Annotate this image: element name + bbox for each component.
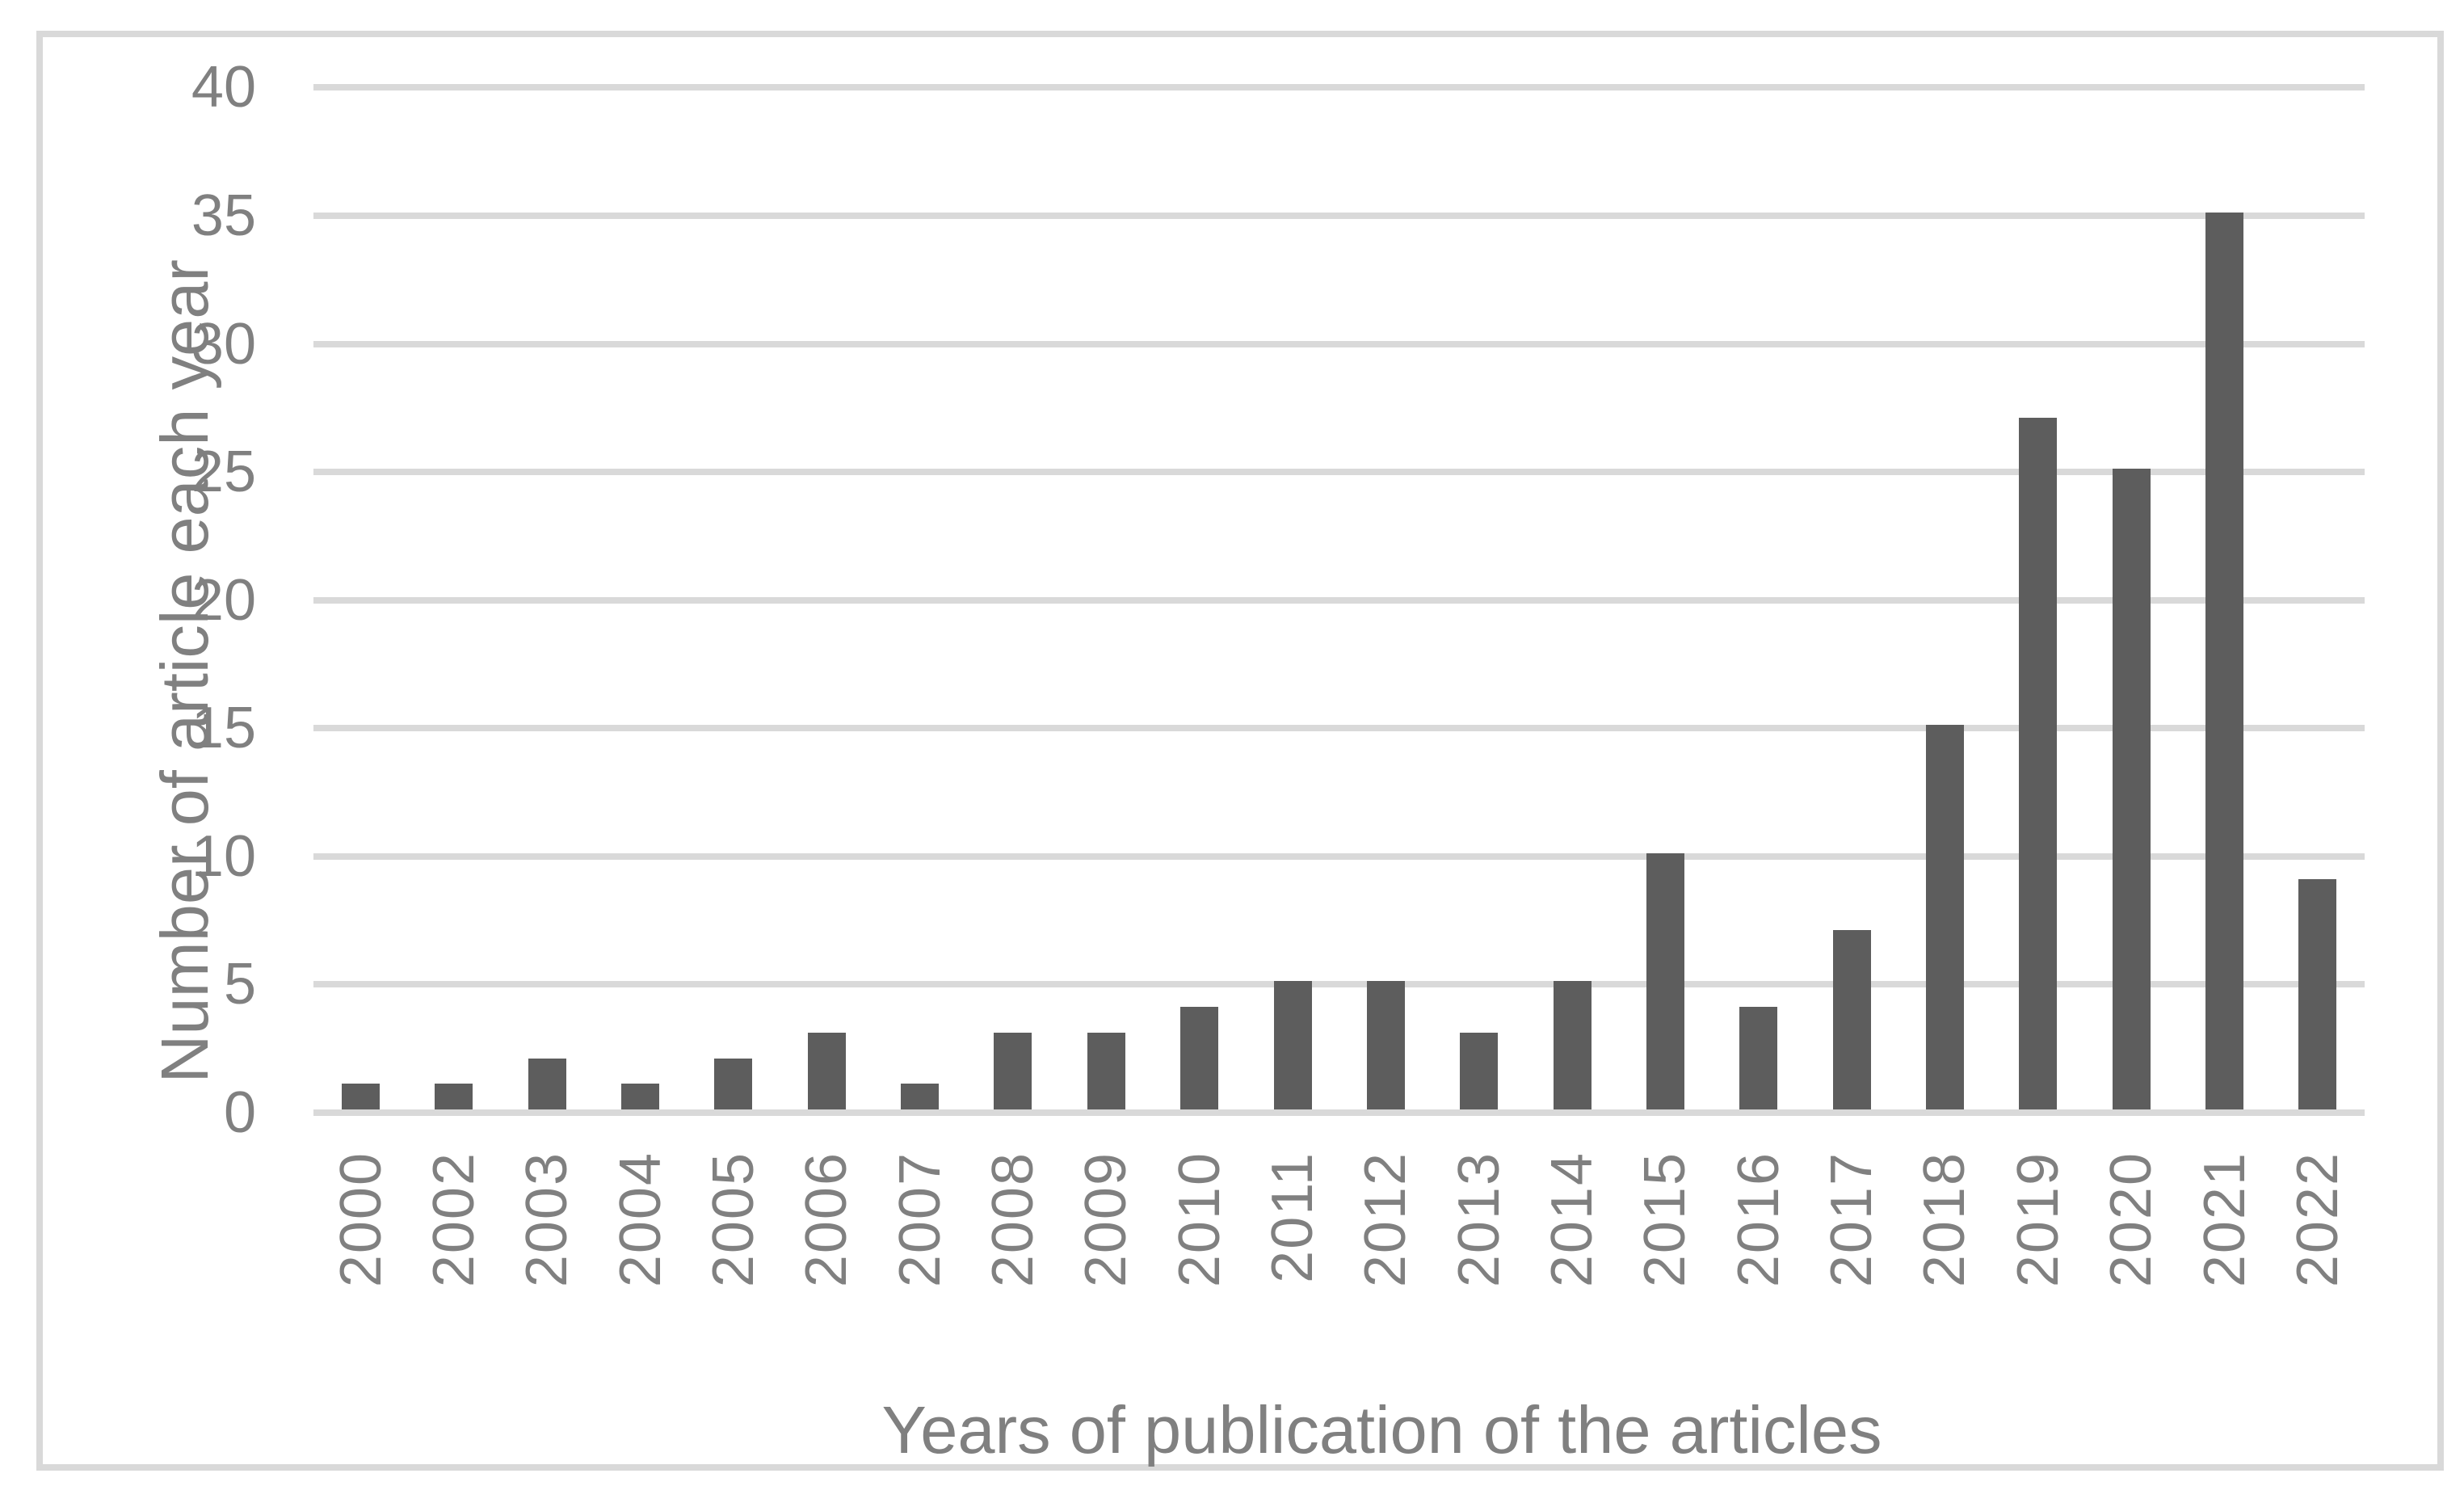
gridline-y-5 xyxy=(313,981,2365,988)
y-axis-tick-label-0: 0 xyxy=(223,1080,256,1145)
x-axis-tick-label-2014: 2014 xyxy=(1540,1151,1605,1288)
x-axis-tick-label-2015: 2015 xyxy=(1633,1151,1698,1288)
x-axis-tick-label-2002: 2002 xyxy=(421,1151,486,1288)
bar-2007 xyxy=(901,1084,940,1109)
x-axis-title: Years of publication of the articles xyxy=(881,1392,1882,1467)
y-axis-tick-label-20: 20 xyxy=(191,567,256,633)
bar-2019 xyxy=(2019,417,2058,1109)
y-axis-tick-label-15: 15 xyxy=(191,696,256,761)
y-axis-tick-label-40: 40 xyxy=(191,55,256,120)
x-axis-tick-label-2005: 2005 xyxy=(700,1151,766,1288)
bar-2014 xyxy=(1553,981,1592,1109)
bar-2004 xyxy=(621,1084,660,1109)
x-axis-tick-label-2020: 2020 xyxy=(2099,1151,2164,1288)
x-axis-tick-label-2011: 2011 xyxy=(1260,1151,1325,1283)
y-axis-tick-label-35: 35 xyxy=(191,183,256,248)
bar-2013 xyxy=(1460,1032,1499,1109)
bar-2006 xyxy=(807,1032,846,1109)
bar-2009 xyxy=(1087,1032,1125,1109)
bar-2005 xyxy=(714,1058,753,1109)
bar-2012 xyxy=(1366,981,1405,1109)
x-axis-tick-label-2017: 2017 xyxy=(1819,1151,1885,1288)
x-axis-tick-label-2018: 2018 xyxy=(1912,1151,1978,1288)
y-axis-tick-label-5: 5 xyxy=(223,952,256,1017)
x-axis-tick-label-2009: 2009 xyxy=(1074,1151,1139,1288)
x-axis-tick-label-2003: 2003 xyxy=(515,1151,580,1288)
x-axis-tick-label-2010: 2010 xyxy=(1167,1151,1232,1288)
gridline-y-0 xyxy=(313,1109,2365,1116)
gridline-y-20 xyxy=(313,596,2365,604)
x-axis-tick-label-2022: 2022 xyxy=(2285,1151,2350,1288)
bar-2017 xyxy=(1832,930,1871,1109)
gridline-y-15 xyxy=(313,725,2365,732)
gridline-y-35 xyxy=(313,213,2365,219)
x-axis-tick-label-2016: 2016 xyxy=(1726,1151,1791,1288)
x-axis-tick-label-2007: 2007 xyxy=(887,1151,952,1288)
x-axis-tick-label-2008: 2008 xyxy=(980,1151,1045,1288)
y-axis-tick-label-25: 25 xyxy=(191,440,256,505)
x-axis-tick-label-2013: 2013 xyxy=(1446,1151,1512,1288)
bar-2018 xyxy=(1925,725,1964,1109)
bar-2020 xyxy=(2112,469,2151,1109)
bar-2002 xyxy=(435,1084,473,1109)
gridline-y-25 xyxy=(313,469,2365,476)
bar-2003 xyxy=(528,1058,566,1109)
bar-2015 xyxy=(1646,852,1684,1109)
x-axis-tick-label-2012: 2012 xyxy=(1353,1151,1419,1288)
bar-2021 xyxy=(2205,213,2243,1109)
x-axis-tick-label-2000: 2000 xyxy=(328,1151,393,1288)
bar-2011 xyxy=(1273,981,1312,1109)
x-axis-tick-label-2019: 2019 xyxy=(2005,1151,2071,1288)
bar-2008 xyxy=(994,1032,1032,1109)
gridline-y-10 xyxy=(313,852,2365,860)
gridline-y-40 xyxy=(313,84,2365,91)
gridline-y-30 xyxy=(313,340,2365,347)
bar-2010 xyxy=(1180,1007,1219,1109)
y-axis-tick-label-10: 10 xyxy=(191,823,256,889)
bar-2000 xyxy=(342,1084,380,1109)
bar-2016 xyxy=(1739,1007,1778,1109)
x-axis-tick-label-2006: 2006 xyxy=(794,1151,860,1288)
chart-frame: Number of article each year Years of pub… xyxy=(36,31,2444,1471)
y-axis-tick-label-30: 30 xyxy=(191,311,256,377)
x-axis-tick-label-2004: 2004 xyxy=(608,1151,673,1288)
x-axis-tick-label-2021: 2021 xyxy=(2192,1151,2257,1288)
bar-2022 xyxy=(2298,878,2337,1109)
